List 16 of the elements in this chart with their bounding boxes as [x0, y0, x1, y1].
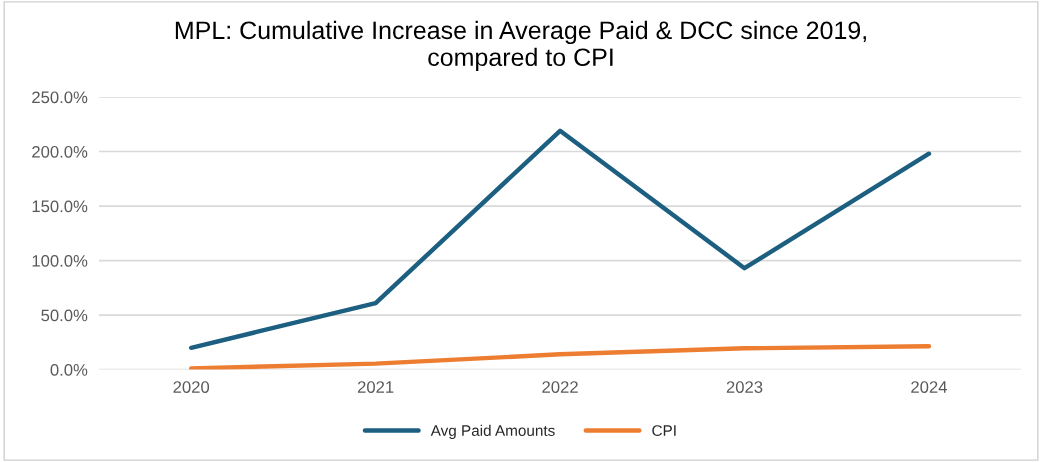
- y-tick-label: 0.0%: [50, 364, 88, 376]
- x-tick-label: 2020: [173, 381, 210, 393]
- x-tick-label: 2023: [726, 381, 763, 393]
- line-series: [188, 128, 932, 351]
- x-tick-label: 2022: [542, 381, 578, 393]
- chart-title: MPL: Cumulative Increase in Average Paid & DCC since 2019, compared to CPI: [175, 20, 866, 72]
- x-tick-label: 2024: [911, 381, 947, 393]
- y-tick-label: 150.0%: [32, 200, 88, 213]
- y-tick-label: 100.0%: [32, 254, 88, 267]
- legend-label: Avg Paid Amounts: [430, 424, 555, 440]
- y-tick-label: 200.0%: [32, 145, 88, 158]
- line-series: [188, 343, 932, 370]
- x-tick-label: 2021: [357, 381, 394, 393]
- y-tick-label: 250.0%: [32, 91, 88, 104]
- legend-label: CPI: [652, 425, 676, 436]
- y-tick-label: 50.0%: [41, 309, 88, 322]
